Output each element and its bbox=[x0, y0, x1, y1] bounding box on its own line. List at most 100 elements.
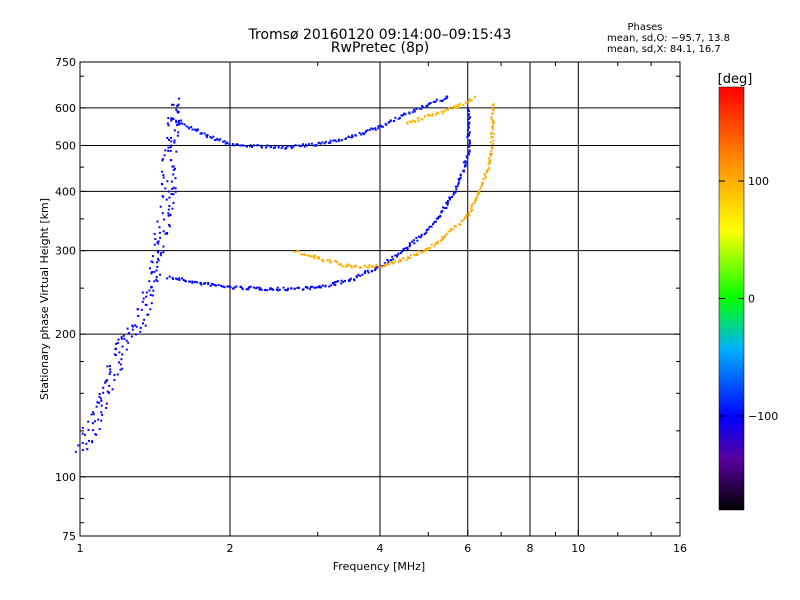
data-point bbox=[164, 149, 167, 152]
data-point bbox=[304, 253, 307, 256]
data-point bbox=[470, 210, 473, 213]
data-point bbox=[474, 197, 477, 200]
data-point bbox=[468, 110, 470, 113]
data-point bbox=[278, 288, 281, 291]
data-point bbox=[329, 139, 332, 142]
data-point bbox=[441, 236, 444, 239]
data-point bbox=[435, 113, 438, 116]
data-point bbox=[397, 260, 400, 263]
colorbar-tick-label: 0 bbox=[748, 293, 755, 306]
data-point bbox=[411, 119, 414, 122]
data-point bbox=[212, 283, 215, 286]
data-point bbox=[360, 133, 363, 136]
data-point bbox=[468, 145, 471, 148]
data-point bbox=[357, 273, 360, 276]
data-point bbox=[387, 260, 390, 263]
data-point bbox=[344, 265, 347, 268]
data-point bbox=[119, 368, 122, 371]
data-point bbox=[158, 231, 161, 234]
data-point bbox=[168, 225, 171, 228]
data-point bbox=[229, 286, 232, 289]
data-point bbox=[274, 144, 277, 147]
data-point bbox=[139, 326, 142, 329]
data-point bbox=[334, 283, 337, 286]
data-point bbox=[455, 106, 458, 109]
data-point bbox=[321, 284, 324, 287]
data-point bbox=[169, 214, 172, 217]
data-point bbox=[491, 143, 494, 146]
data-point bbox=[308, 143, 311, 146]
data-point bbox=[141, 300, 144, 303]
data-point bbox=[247, 288, 250, 291]
data-point bbox=[468, 134, 470, 137]
data-point bbox=[168, 223, 171, 226]
data-point bbox=[173, 141, 176, 144]
data-point bbox=[471, 209, 474, 212]
data-point bbox=[160, 182, 163, 185]
data-point bbox=[468, 99, 471, 102]
data-point bbox=[308, 255, 311, 258]
data-point bbox=[168, 196, 171, 199]
data-point bbox=[156, 241, 159, 244]
data-point bbox=[454, 106, 456, 109]
data-point bbox=[430, 225, 433, 228]
data-point bbox=[468, 121, 471, 124]
data-point bbox=[81, 432, 84, 435]
grid-lines bbox=[80, 62, 680, 536]
data-point bbox=[108, 384, 111, 387]
data-point bbox=[466, 133, 469, 136]
data-point bbox=[100, 411, 103, 414]
data-point bbox=[222, 285, 225, 288]
data-point bbox=[206, 136, 208, 139]
data-point bbox=[232, 144, 235, 147]
data-point bbox=[448, 107, 451, 110]
data-point bbox=[330, 284, 333, 287]
data-point bbox=[213, 139, 216, 141]
data-point bbox=[447, 230, 450, 233]
data-point bbox=[406, 121, 409, 124]
data-point bbox=[366, 269, 369, 272]
data-point bbox=[476, 193, 479, 196]
data-point bbox=[166, 122, 169, 125]
data-point bbox=[127, 341, 130, 344]
data-point bbox=[454, 185, 457, 188]
data-point bbox=[445, 206, 448, 209]
data-point bbox=[340, 282, 343, 285]
data-point bbox=[87, 428, 90, 431]
data-point bbox=[311, 285, 314, 288]
data-point bbox=[332, 283, 335, 286]
data-point bbox=[210, 137, 213, 140]
data-point bbox=[389, 261, 392, 264]
data-point bbox=[347, 136, 350, 138]
data-point bbox=[233, 286, 236, 289]
data-point bbox=[474, 199, 476, 202]
data-point bbox=[441, 112, 444, 115]
data-point bbox=[492, 139, 495, 142]
data-point bbox=[403, 112, 406, 115]
data-point bbox=[413, 120, 416, 123]
data-point bbox=[178, 279, 181, 282]
data-point bbox=[144, 324, 147, 327]
y-tick-label: 75 bbox=[62, 530, 76, 543]
data-point bbox=[180, 119, 183, 122]
data-point bbox=[474, 95, 476, 98]
data-point bbox=[317, 257, 320, 260]
data-point bbox=[456, 185, 459, 188]
data-point bbox=[102, 386, 105, 389]
data-point bbox=[318, 141, 321, 144]
data-point bbox=[216, 137, 219, 140]
data-point bbox=[148, 289, 151, 292]
data-point bbox=[332, 139, 335, 142]
data-point bbox=[367, 266, 370, 269]
data-point bbox=[92, 411, 95, 414]
data-point bbox=[155, 276, 158, 278]
data-point bbox=[152, 289, 155, 292]
x-tick-label: 8 bbox=[527, 542, 534, 555]
data-point bbox=[354, 134, 357, 137]
data-point bbox=[468, 133, 471, 135]
data-point bbox=[485, 169, 488, 172]
data-point bbox=[468, 149, 471, 152]
data-point bbox=[377, 266, 380, 269]
data-point bbox=[340, 139, 343, 142]
data-point bbox=[398, 116, 401, 119]
